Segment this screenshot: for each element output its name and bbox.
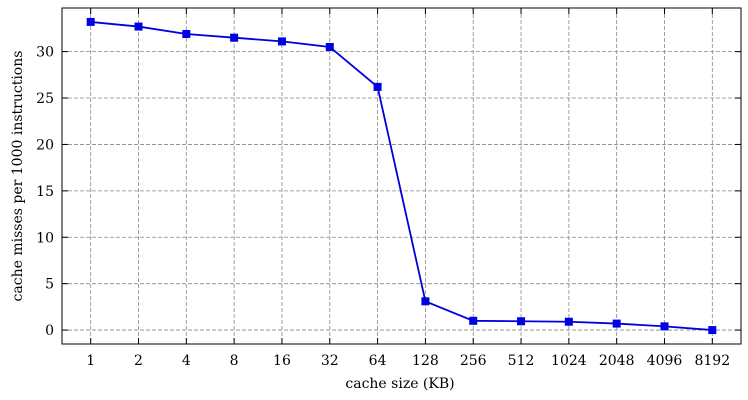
x-axis-label: cache size (KB) — [345, 376, 454, 392]
y-tick-label: 5 — [45, 277, 54, 293]
marker — [469, 316, 478, 325]
x-tick-label: 8 — [230, 353, 239, 369]
marker — [660, 322, 669, 331]
marker — [612, 319, 621, 328]
x-tick-label: 4096 — [647, 353, 683, 369]
x-tick-label: 64 — [369, 353, 387, 369]
marker — [277, 37, 286, 46]
y-tick-label: 25 — [36, 91, 54, 107]
x-tick-label: 256 — [460, 353, 487, 369]
y-tick-label: 0 — [45, 323, 54, 339]
y-axis-label: cache misses per 1000 instructions — [10, 51, 26, 302]
marker — [517, 317, 526, 326]
x-tick-label: 32 — [321, 353, 339, 369]
marker — [134, 22, 143, 31]
x-tick-label: 8192 — [694, 353, 730, 369]
x-tick-label: 1 — [86, 353, 95, 369]
x-tick-label: 16 — [273, 353, 291, 369]
x-tick-label: 128 — [412, 353, 439, 369]
marker — [564, 317, 573, 326]
x-tick-label: 4 — [182, 353, 191, 369]
y-tick-label: 10 — [36, 230, 54, 246]
marker — [373, 82, 382, 91]
marker — [421, 297, 430, 306]
marker — [708, 326, 717, 335]
x-tick-label: 1024 — [551, 353, 587, 369]
marker — [325, 42, 334, 51]
x-tick-label: 512 — [508, 353, 535, 369]
line — [90, 21, 713, 331]
x-tick-label: 2048 — [599, 353, 635, 369]
y-tick-label: 20 — [36, 137, 54, 153]
marker — [182, 29, 191, 38]
plot-frame — [61, 7, 742, 345]
x-tick-label: 2 — [134, 353, 143, 369]
marker — [86, 17, 95, 26]
y-tick-label: 30 — [36, 45, 54, 61]
y-tick-label: 15 — [36, 184, 54, 200]
marker — [230, 33, 239, 42]
